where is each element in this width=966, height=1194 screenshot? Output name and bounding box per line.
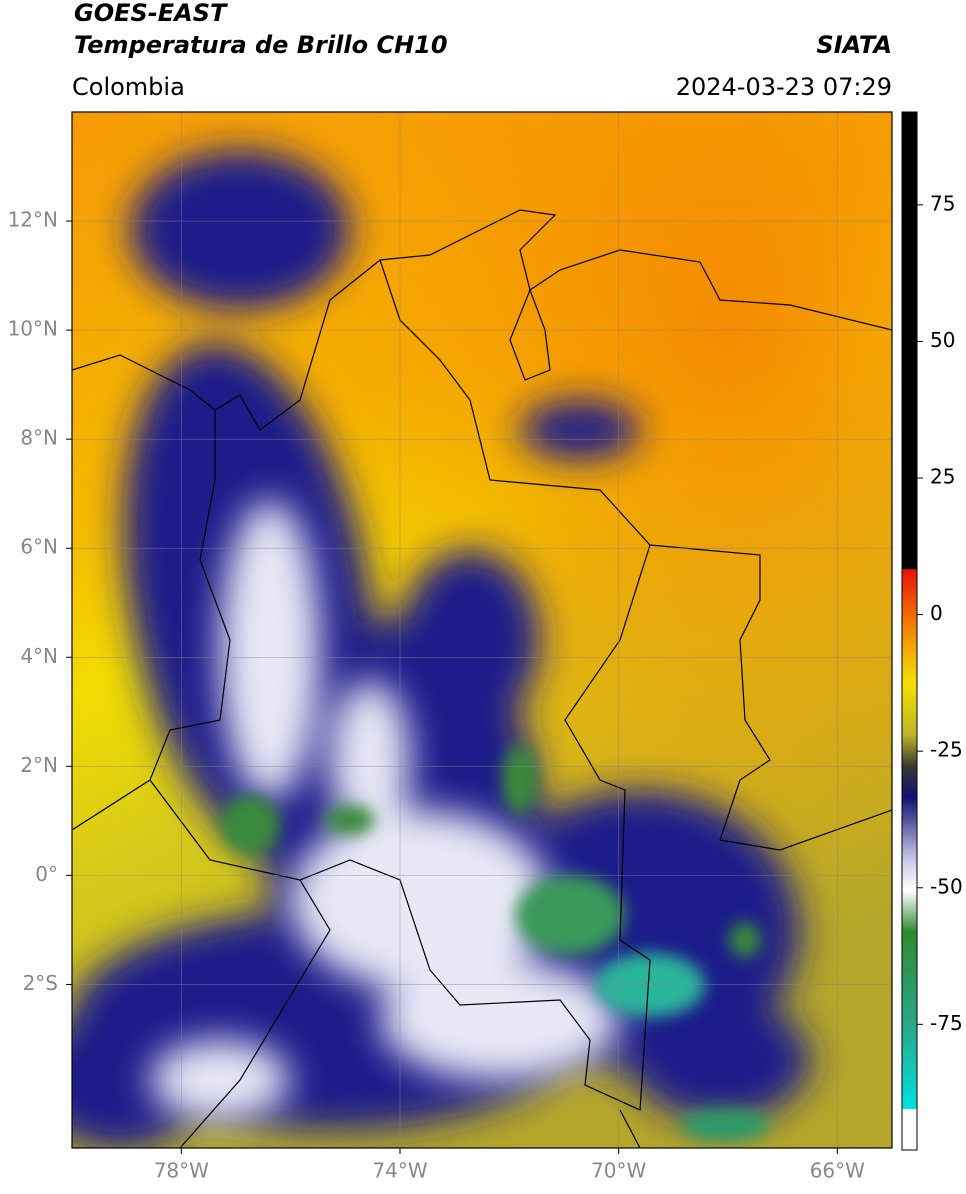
lat-tick-label: 2°S: [23, 971, 58, 995]
lat-tick-label: 10°N: [8, 317, 58, 341]
lat-tick-label: 8°N: [20, 426, 58, 450]
colorbar-tick-label: 50: [930, 328, 955, 352]
title: GOES-EAST: [74, 0, 228, 27]
map-frame: [71, 111, 893, 1149]
lon-tick-label: 78°W: [154, 1159, 209, 1183]
colorbar-tick-label: -75: [930, 1011, 963, 1035]
source: SIATA: [816, 31, 892, 59]
colorbar-tick-label: 0: [930, 601, 943, 625]
region: Colombia: [72, 73, 185, 101]
colorbar-tick-label: -50: [930, 874, 963, 898]
colorbar-tick-label: 25: [930, 465, 955, 489]
lat-tick-label: 0°: [35, 862, 58, 886]
lat-tick-label: 4°N: [20, 644, 58, 668]
lat-tick-label: 12°N: [8, 208, 58, 232]
map-image: [72, 112, 892, 1148]
lat-tick-label: 2°N: [20, 753, 58, 777]
lon-tick-label: 70°W: [591, 1159, 646, 1183]
subtitle: Temperatura de Brillo CH10: [74, 31, 448, 59]
lat-tick-label: 6°N: [20, 535, 58, 559]
datetime: 2024-03-23 07:29: [676, 73, 892, 101]
lon-tick-label: 74°W: [372, 1159, 427, 1183]
colorbar-tick-label: -25: [930, 738, 963, 762]
colorbar-tick-label: 75: [930, 191, 955, 215]
colorbar: [901, 111, 918, 1151]
lon-tick-label: 66°W: [810, 1159, 865, 1183]
